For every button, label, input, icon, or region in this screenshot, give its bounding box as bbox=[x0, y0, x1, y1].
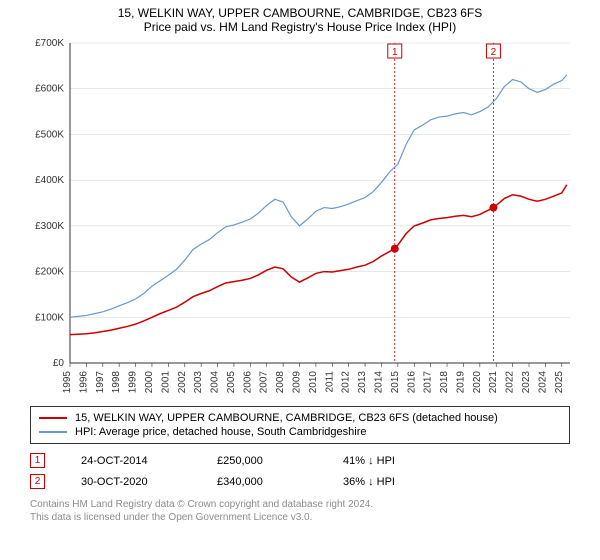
chart-plot: £0 £100K £200K £300K £400K £500K £600K £700K 199… bbox=[20, 38, 580, 398]
svg-text:£400K: £400K bbox=[35, 175, 64, 186]
event-price: £340,000 bbox=[217, 476, 307, 488]
svg-text:2001: 2001 bbox=[160, 371, 171, 394]
event-marker: 2 bbox=[30, 474, 45, 489]
svg-text:2020: 2020 bbox=[472, 371, 483, 394]
legend-row: 15, WELKIN WAY, UPPER CAMBOURNE, CAMBRID… bbox=[39, 411, 561, 425]
svg-text:1999: 1999 bbox=[128, 371, 139, 394]
svg-text:£700K: £700K bbox=[35, 38, 64, 49]
svg-text:2017: 2017 bbox=[423, 371, 434, 394]
svg-text:2015: 2015 bbox=[390, 371, 401, 394]
svg-text:2010: 2010 bbox=[308, 371, 319, 394]
svg-text:2025: 2025 bbox=[554, 371, 565, 394]
svg-text:2021: 2021 bbox=[488, 371, 499, 394]
svg-text:2012: 2012 bbox=[341, 371, 352, 394]
legend-box: 15, WELKIN WAY, UPPER CAMBOURNE, CAMBRID… bbox=[30, 406, 570, 444]
legend-swatch bbox=[39, 417, 67, 419]
event-row: 2 30-OCT-2020 £340,000 36% ↓ HPI bbox=[30, 471, 570, 492]
svg-text:2000: 2000 bbox=[144, 371, 155, 394]
svg-text:2009: 2009 bbox=[292, 371, 303, 394]
legend-swatch bbox=[39, 431, 67, 433]
svg-text:£300K: £300K bbox=[35, 221, 64, 232]
svg-text:2007: 2007 bbox=[259, 371, 270, 394]
svg-text:2018: 2018 bbox=[439, 371, 450, 394]
svg-text:2013: 2013 bbox=[357, 371, 368, 394]
svg-text:2005: 2005 bbox=[226, 371, 237, 394]
svg-text:1998: 1998 bbox=[111, 371, 122, 394]
events-table: 1 24-OCT-2014 £250,000 41% ↓ HPI 2 30-OCT-202… bbox=[30, 450, 570, 492]
event-marker: 1 bbox=[30, 453, 45, 468]
svg-text:2008: 2008 bbox=[275, 371, 286, 394]
legend-label: 15, WELKIN WAY, UPPER CAMBOURNE, CAMBRID… bbox=[75, 412, 498, 424]
svg-text:2016: 2016 bbox=[406, 371, 417, 394]
svg-text:2023: 2023 bbox=[521, 371, 532, 394]
credit-line-2: This data is licensed under the Open Gov… bbox=[30, 511, 570, 524]
svg-text:2: 2 bbox=[491, 47, 497, 58]
svg-text:2006: 2006 bbox=[242, 371, 253, 394]
svg-text:£100K: £100K bbox=[35, 312, 64, 323]
event-date: 24-OCT-2014 bbox=[81, 455, 181, 467]
svg-text:2003: 2003 bbox=[193, 371, 204, 394]
event-date: 30-OCT-2020 bbox=[81, 476, 181, 488]
svg-text:2024: 2024 bbox=[537, 371, 548, 394]
credit-line-1: Contains HM Land Registry data © Crown c… bbox=[30, 498, 570, 511]
svg-text:1996: 1996 bbox=[78, 371, 89, 394]
legend-label: HPI: Average price, detached house, Sout… bbox=[75, 426, 366, 438]
svg-text:2022: 2022 bbox=[505, 371, 516, 394]
svg-text:1: 1 bbox=[392, 47, 398, 58]
event-row: 1 24-OCT-2014 £250,000 41% ↓ HPI bbox=[30, 450, 570, 471]
chart-svg: £0 £100K £200K £300K £400K £500K £600K £700K 199… bbox=[20, 38, 580, 398]
svg-text:1995: 1995 bbox=[62, 371, 73, 394]
event-pct: 41% ↓ HPI bbox=[343, 455, 395, 467]
svg-text:2014: 2014 bbox=[373, 371, 384, 394]
svg-text:2002: 2002 bbox=[177, 371, 188, 394]
svg-text:£500K: £500K bbox=[35, 129, 64, 140]
event-price: £250,000 bbox=[217, 455, 307, 467]
svg-text:£200K: £200K bbox=[35, 267, 64, 278]
chart-container: 15, WELKIN WAY, UPPER CAMBOURNE, CAMBRID… bbox=[0, 0, 600, 560]
event-pct: 36% ↓ HPI bbox=[343, 476, 395, 488]
svg-text:2004: 2004 bbox=[210, 371, 221, 394]
svg-text:2011: 2011 bbox=[324, 371, 335, 393]
svg-text:2019: 2019 bbox=[455, 371, 466, 394]
credits: Contains HM Land Registry data © Crown c… bbox=[30, 498, 570, 524]
svg-text:£0: £0 bbox=[53, 358, 65, 369]
chart-title: 15, WELKIN WAY, UPPER CAMBOURNE, CAMBRID… bbox=[0, 0, 600, 20]
svg-text:1997: 1997 bbox=[95, 371, 106, 394]
svg-text:£600K: £600K bbox=[35, 84, 64, 95]
chart-subtitle: Price paid vs. HM Land Registry's House … bbox=[0, 20, 600, 38]
legend-row: HPI: Average price, detached house, Sout… bbox=[39, 425, 561, 439]
